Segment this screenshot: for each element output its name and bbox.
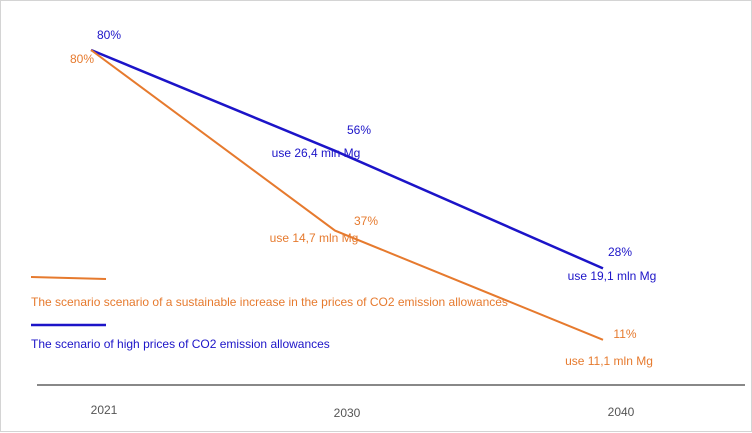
data-label: 80%: [97, 28, 121, 42]
usage-annotation: use 11,1 mln Mg: [565, 354, 653, 368]
legend-swatch-sustainable-increase: [30, 276, 107, 280]
legend-label-sustainable-increase: The scenario scenario of a sustainable i…: [31, 295, 508, 309]
usage-annotation: use 19,1 mln Mg: [568, 269, 657, 283]
series-line-high-prices: [90, 48, 604, 270]
data-label: 37%: [354, 214, 378, 228]
x-tick-label: 2030: [334, 406, 361, 420]
x-tick-label: 2021: [91, 403, 118, 417]
x-tick-label: 2040: [608, 405, 635, 419]
series-line-sustainable-increase: [90, 49, 604, 341]
usage-annotation: use 14,7 mln Mg: [270, 231, 359, 245]
legend-label-high-prices: The scenario of high prices of CO2 emiss…: [31, 337, 330, 351]
usage-annotation: use 26,4 mln Mg: [272, 146, 361, 160]
data-label: 11%: [613, 327, 636, 341]
data-label: 80%: [70, 52, 94, 66]
data-label: 56%: [347, 123, 371, 137]
data-label: 28%: [608, 245, 632, 259]
